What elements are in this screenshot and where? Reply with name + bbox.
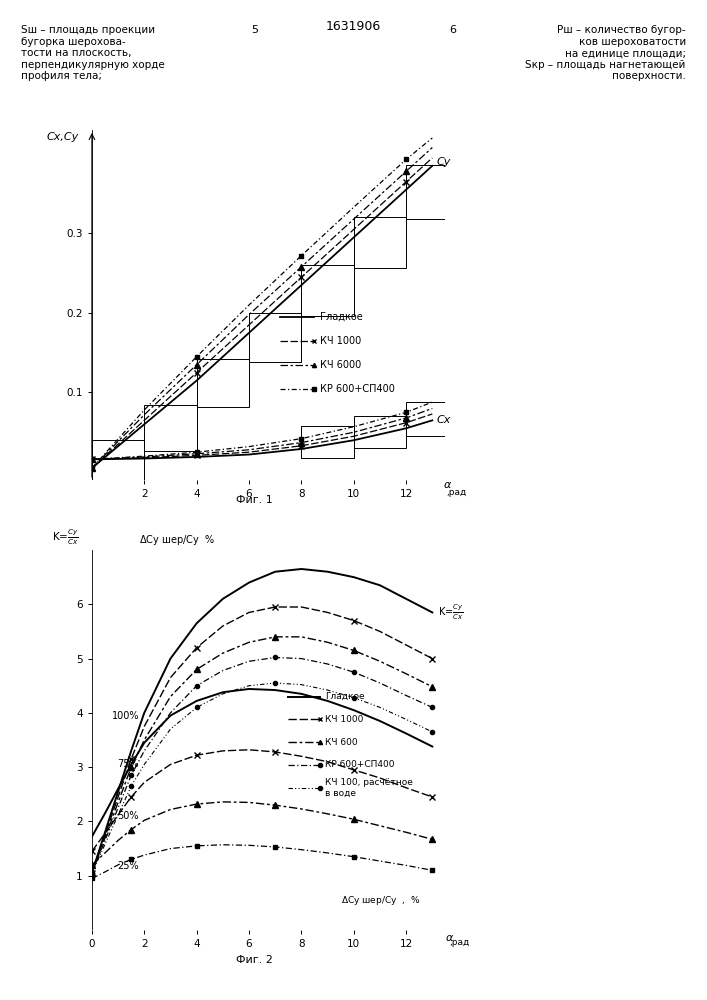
Text: КЧ 1000: КЧ 1000 bbox=[320, 336, 361, 346]
Text: $\alpha$: $\alpha$ bbox=[445, 933, 455, 943]
Text: КР 600+СП400: КР 600+СП400 bbox=[325, 760, 395, 769]
Bar bbox=[354, 217, 406, 268]
Text: $\Delta$Cy шер/Cy  %: $\Delta$Cy шер/Cy % bbox=[139, 533, 215, 547]
Text: K=$\frac{Cy}{Cx}$: K=$\frac{Cy}{Cx}$ bbox=[52, 527, 78, 547]
Text: 6: 6 bbox=[449, 25, 456, 35]
Text: Фиг. 1: Фиг. 1 bbox=[236, 495, 273, 505]
Bar bbox=[406, 402, 459, 436]
Text: Гладкое: Гладкое bbox=[325, 692, 365, 701]
Bar bbox=[301, 426, 354, 458]
Text: 25%: 25% bbox=[117, 861, 139, 871]
Text: Cx: Cx bbox=[436, 415, 450, 425]
Text: КЧ 6000: КЧ 6000 bbox=[320, 360, 361, 370]
Text: Sш – площадь проекции
бугорка шерохова-
тости на плоскость,
перпендикулярную хор: Sш – площадь проекции бугорка шерохова- … bbox=[21, 25, 165, 81]
Text: 5: 5 bbox=[251, 25, 258, 35]
Bar bbox=[92, 440, 144, 484]
Text: ,рад: ,рад bbox=[450, 938, 469, 947]
Text: $\Delta$Cy шер/Cy  ,  %: $\Delta$Cy шер/Cy , % bbox=[341, 894, 420, 907]
Text: КЧ 600: КЧ 600 bbox=[325, 738, 358, 747]
Text: K=$\frac{Cy}{Cx}$: K=$\frac{Cy}{Cx}$ bbox=[438, 603, 463, 622]
Text: 75%: 75% bbox=[117, 759, 139, 769]
Text: ,рад: ,рад bbox=[447, 488, 467, 497]
Text: КР 600+СП400: КР 600+СП400 bbox=[320, 384, 395, 394]
Text: Фиг. 2: Фиг. 2 bbox=[236, 955, 273, 965]
Text: 1631906: 1631906 bbox=[326, 20, 381, 33]
Bar bbox=[249, 313, 301, 362]
Text: Pш – количество бугор-
ков шероховатости
на единице площади;
Sкр – площадь нагне: Pш – количество бугор- ков шероховатости… bbox=[525, 25, 686, 81]
Bar bbox=[144, 405, 197, 451]
Text: КЧ 100, расчётное
в воде: КЧ 100, расчётное в воде bbox=[325, 778, 413, 797]
Text: $\alpha$: $\alpha$ bbox=[443, 480, 452, 490]
Bar bbox=[406, 165, 459, 219]
Text: 50%: 50% bbox=[117, 811, 139, 821]
Bar bbox=[354, 416, 406, 448]
Text: Cx,Cy: Cx,Cy bbox=[47, 132, 78, 142]
Text: Cy: Cy bbox=[436, 157, 450, 167]
Bar bbox=[197, 359, 249, 407]
Text: Гладкое: Гладкое bbox=[320, 312, 363, 322]
Text: 100%: 100% bbox=[112, 711, 139, 721]
Text: КЧ 1000: КЧ 1000 bbox=[325, 715, 363, 724]
Bar bbox=[301, 265, 354, 316]
